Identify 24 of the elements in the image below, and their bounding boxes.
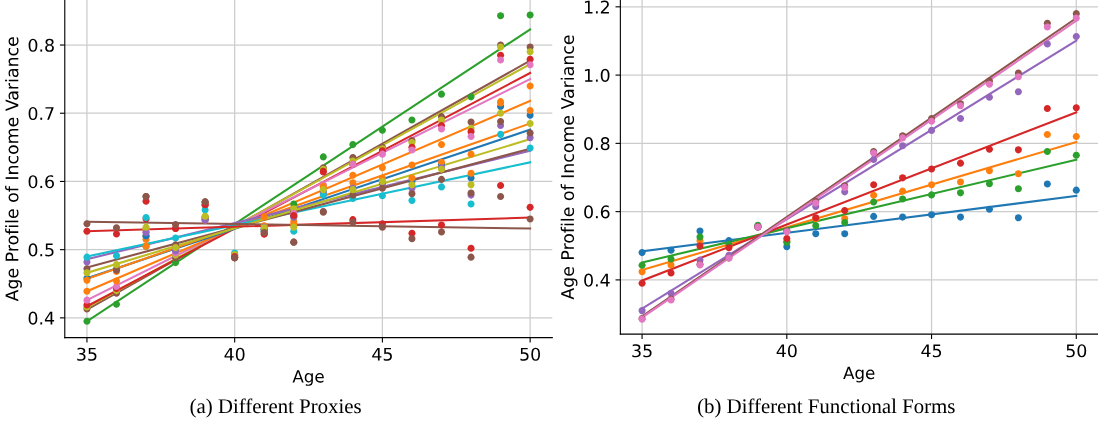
x-tick-label: 40 <box>224 347 245 361</box>
y-tick-label: 0.4 <box>584 273 610 287</box>
y-tick-label: 0.6 <box>584 205 610 219</box>
y-tick-label: 0.8 <box>584 137 610 151</box>
text: (b) Different Functional Forms <box>698 398 955 418</box>
x-tick-label: 40 <box>776 344 797 358</box>
y-tick-label: 0.8 <box>28 38 54 52</box>
y-tick-label: 0.7 <box>28 106 54 121</box>
y-tick-label: 1.0 <box>584 68 610 82</box>
x-tick-label: 50 <box>1066 344 1087 358</box>
x-axis-title: Age <box>292 370 324 386</box>
x-axis-title: Age <box>843 366 875 383</box>
y-axis-title: Age Profile of Income Variance <box>560 35 578 300</box>
x-tick-label: 35 <box>77 347 97 361</box>
y-axis-title: Age Profile of Income Variance <box>5 37 22 302</box>
x-tick-label: 45 <box>921 344 942 358</box>
x-tick-label: 35 <box>632 344 652 358</box>
y-tick-label: 0.5 <box>28 243 54 257</box>
x-tick-label: 50 <box>520 347 541 361</box>
x-tick-label: 45 <box>372 347 392 361</box>
y-tick-label: 0.4 <box>28 311 55 325</box>
y-tick-label: 0.6 <box>28 175 54 189</box>
text: (a) Different Proxies <box>190 398 361 418</box>
y-tick-label: 1.2 <box>584 0 609 14</box>
